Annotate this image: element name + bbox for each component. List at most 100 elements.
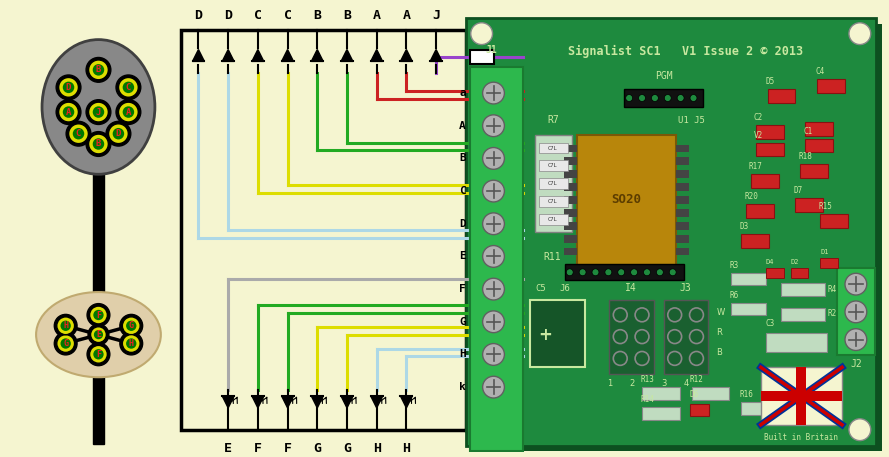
Text: G: G	[129, 321, 133, 330]
Bar	[676, 157, 689, 165]
Text: A: A	[125, 107, 131, 117]
Circle shape	[849, 23, 870, 44]
Text: U1 J5: U1 J5	[677, 116, 705, 125]
Circle shape	[57, 335, 75, 352]
Bar	[564, 248, 577, 255]
Text: B: B	[96, 139, 101, 149]
Text: C: C	[459, 186, 466, 196]
Text: D: D	[66, 83, 71, 92]
Polygon shape	[341, 49, 353, 61]
Text: B: B	[459, 154, 466, 164]
Circle shape	[613, 351, 627, 365]
Circle shape	[635, 351, 649, 365]
Circle shape	[669, 269, 677, 276]
Polygon shape	[311, 396, 324, 408]
Polygon shape	[400, 396, 412, 408]
Bar	[800, 165, 829, 178]
Circle shape	[54, 314, 77, 337]
Text: R18: R18	[798, 152, 813, 161]
Circle shape	[123, 82, 134, 93]
Circle shape	[668, 351, 682, 365]
Text: J6: J6	[560, 284, 571, 293]
Circle shape	[87, 303, 110, 326]
Circle shape	[677, 95, 685, 101]
Circle shape	[63, 106, 75, 118]
Text: D4: D4	[765, 259, 774, 266]
Circle shape	[483, 311, 504, 333]
Polygon shape	[311, 49, 324, 61]
Bar	[821, 258, 838, 268]
Circle shape	[483, 278, 504, 300]
Text: J1: J1	[485, 45, 498, 55]
Circle shape	[618, 269, 625, 276]
Circle shape	[86, 100, 111, 124]
Polygon shape	[371, 396, 382, 408]
Text: C: C	[125, 83, 131, 92]
Polygon shape	[222, 396, 234, 408]
Text: A: A	[403, 9, 411, 22]
Text: a: a	[459, 88, 466, 98]
Circle shape	[90, 306, 108, 324]
Text: J3: J3	[680, 283, 692, 293]
Circle shape	[592, 269, 599, 276]
Text: C7L: C7L	[548, 217, 557, 222]
Text: R4: R4	[827, 285, 837, 293]
Circle shape	[89, 102, 108, 122]
Circle shape	[60, 321, 71, 331]
Circle shape	[668, 329, 682, 344]
Bar	[676, 222, 689, 230]
Bar	[821, 214, 848, 228]
Text: A: A	[372, 9, 380, 22]
Bar	[797, 367, 806, 425]
Circle shape	[656, 269, 663, 276]
Circle shape	[845, 273, 867, 295]
Text: F: F	[284, 441, 292, 455]
Polygon shape	[252, 396, 264, 408]
Circle shape	[92, 138, 104, 150]
Text: R16: R16	[739, 390, 753, 399]
Circle shape	[88, 324, 108, 345]
Bar	[756, 125, 783, 138]
Text: R12: R12	[690, 375, 703, 384]
Text: 3: 3	[661, 379, 667, 388]
Polygon shape	[341, 396, 353, 408]
Text: C7L: C7L	[548, 181, 557, 186]
Text: C1: C1	[804, 127, 813, 136]
Text: D6: D6	[690, 390, 699, 399]
Text: Built in Britain: Built in Britain	[765, 433, 838, 441]
Circle shape	[483, 376, 504, 398]
Text: R14: R14	[640, 395, 654, 404]
Polygon shape	[193, 49, 204, 61]
Text: R7: R7	[547, 115, 559, 125]
Bar	[564, 209, 577, 217]
Circle shape	[57, 317, 75, 335]
Circle shape	[94, 330, 103, 339]
Bar	[564, 234, 577, 243]
Circle shape	[87, 343, 110, 366]
Text: +: +	[538, 326, 552, 344]
Polygon shape	[222, 49, 234, 61]
Circle shape	[471, 23, 493, 44]
Text: A: A	[459, 121, 466, 131]
Circle shape	[59, 102, 78, 122]
Bar	[690, 404, 709, 416]
Text: C3: C3	[765, 319, 775, 328]
Circle shape	[690, 329, 703, 344]
Text: W: W	[717, 308, 725, 317]
Circle shape	[471, 419, 493, 441]
Circle shape	[56, 100, 81, 124]
Bar	[539, 214, 568, 225]
Polygon shape	[282, 49, 293, 61]
Circle shape	[116, 100, 140, 124]
Text: H: H	[63, 321, 68, 330]
Circle shape	[483, 115, 504, 137]
Circle shape	[690, 308, 703, 322]
Text: F: F	[459, 284, 466, 294]
Bar	[761, 367, 842, 425]
Circle shape	[63, 82, 75, 93]
Text: C7L: C7L	[548, 199, 557, 204]
Bar	[805, 138, 833, 153]
Text: J: J	[432, 9, 440, 22]
Bar	[676, 196, 689, 204]
Text: B: B	[717, 348, 722, 357]
